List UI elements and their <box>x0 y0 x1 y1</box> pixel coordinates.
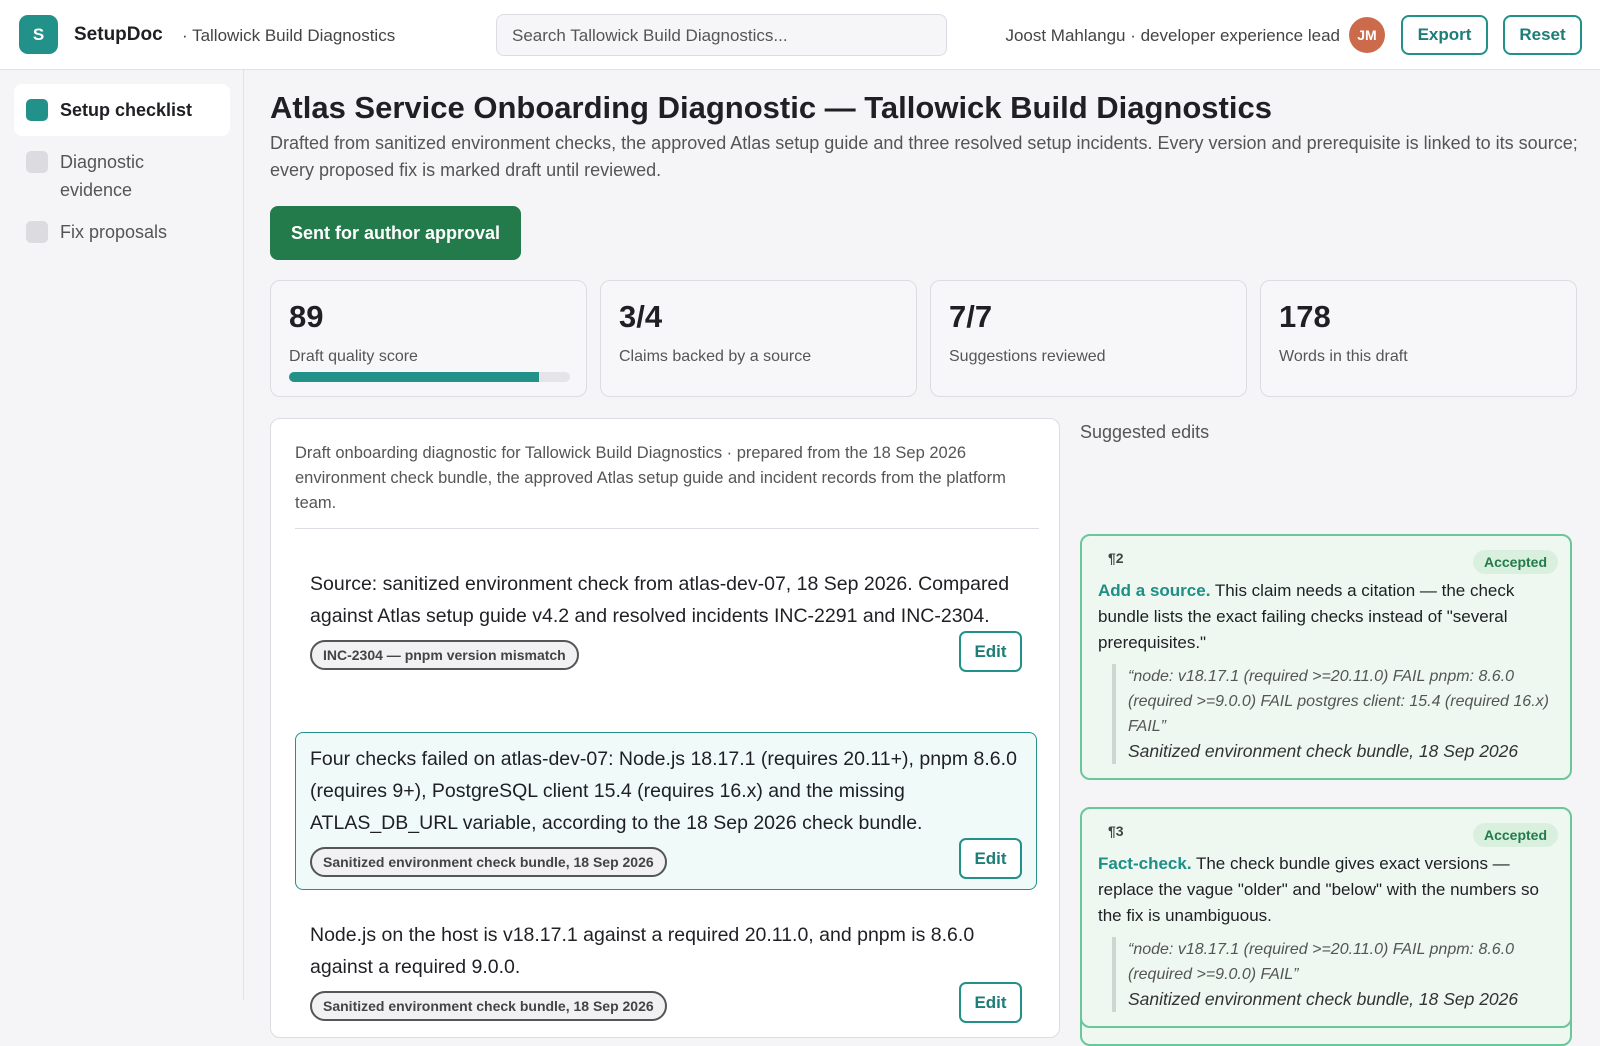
progress-fill <box>289 372 540 382</box>
quote-text: “node: v18.17.1 (required >=20.11.0) FAI… <box>1128 941 1515 983</box>
status-badge: Accepted <box>1472 550 1558 574</box>
export-button[interactable]: Export <box>1401 15 1488 55</box>
nav-item[interactable]: Diagnostic evidence <box>14 136 230 216</box>
suggestion-kind: Add a source. <box>1098 581 1211 600</box>
paragraph-ref: ¶3 <box>1108 823 1124 839</box>
sidebar: Setup checklist Diagnostic evidence Fix pr… <box>0 70 244 1000</box>
nav-label: Setup checklist <box>60 100 193 120</box>
search-input[interactable]: Search Tallowick Build Diagnostics... <box>496 14 947 56</box>
paragraph-text: Node.js on the host is v18.17.1 against … <box>310 924 975 978</box>
stat-label: Words in this draft <box>1279 348 1408 365</box>
nav-icon <box>26 221 48 243</box>
paragraph-text: Four checks failed on atlas-dev-07: Node… <box>310 748 1017 834</box>
app-name: SetupDoc <box>74 24 163 45</box>
stat-value: 7/7 <box>949 299 993 334</box>
edit-button[interactable]: Edit <box>959 982 1022 1023</box>
stat-card: 7/7 Suggestions reviewed <box>930 280 1247 397</box>
paragraph-ref: ¶2 <box>1108 550 1124 566</box>
page-title: Atlas Service Onboarding Diagnostic — Ta… <box>270 90 1272 125</box>
stat-label: Claims backed by a source <box>619 348 812 365</box>
nav-icon <box>26 99 48 121</box>
workspace: · Tallowick Build Diagnostics <box>182 26 396 45</box>
status-button[interactable]: Sent for author approval <box>270 206 522 260</box>
edit-button[interactable]: Edit <box>959 838 1022 879</box>
avatar[interactable]: JM <box>1349 17 1385 53</box>
quote-text: “node: v18.17.1 (required >=20.11.0) FAI… <box>1128 668 1549 735</box>
suggestions-heading: Suggested edits <box>1080 422 1210 442</box>
stat-value: 89 <box>289 299 324 334</box>
document-intro: Draft onboarding diagnostic for Tallowic… <box>295 441 1039 529</box>
status-badge: Accepted <box>1472 823 1558 847</box>
edit-button[interactable]: Edit <box>959 631 1022 672</box>
evidence-quote: “node: v18.17.1 (required >=20.11.0) FAI… <box>1112 937 1554 1012</box>
suggestion-text: This claim needs a citation — the check … <box>1098 581 1515 652</box>
source-tag[interactable]: Sanitized environment check bundle, 18 S… <box>310 847 667 877</box>
quote-source: Sanitized environment check bundle, 18 S… <box>1128 741 1519 761</box>
suggestion-body: Add a source. This claim needs a citatio… <box>1098 578 1554 656</box>
nav-item[interactable]: Fix proposals <box>14 206 230 258</box>
page-description: Drafted from sanitized environment check… <box>270 133 1578 180</box>
nav-item[interactable]: Setup checklist <box>14 84 230 136</box>
stat-card: 89 Draft quality score <box>270 280 587 397</box>
suggestion-card: ¶2 Accepted Add a source. This claim needs… <box>1080 534 1572 780</box>
suggestion-card: ¶3 Accepted Fact-check. The check bundle g… <box>1080 807 1572 1028</box>
stat-card: 3/4 Claims backed by a source <box>600 280 917 397</box>
nav-label: Fix proposals <box>60 222 168 242</box>
header: S SetupDoc · Tallowick Build Diagnostics… <box>0 0 1600 70</box>
stat-value: 3/4 <box>619 299 663 334</box>
paragraph: Node.js on the host is v18.17.1 against … <box>295 908 1037 1034</box>
suggestion-body: Fact-check. The check bundle gives exact… <box>1098 851 1554 929</box>
nav-icon <box>26 151 48 173</box>
paragraph-text: Source: sanitized environment check from… <box>310 573 1010 627</box>
reset-button[interactable]: Reset <box>1503 15 1582 55</box>
progress-track <box>289 372 570 382</box>
source-tag[interactable]: INC-2304 — pnpm version mismatch <box>310 640 579 670</box>
paragraph: Four checks failed on atlas-dev-07: Node… <box>295 732 1037 890</box>
suggestions: Suggested edits ¶2 Accepted Add a source. … <box>1080 418 1572 1046</box>
stat-card: 178 Words in this draft <box>1260 280 1577 397</box>
suggestion-text: The check bundle gives exact versions — … <box>1098 854 1539 925</box>
paragraph: Source: sanitized environment check from… <box>295 557 1037 683</box>
evidence-quote: “node: v18.17.1 (required >=20.11.0) FAI… <box>1112 664 1554 764</box>
user-name: Joost Mahlangu · developer experience le… <box>1005 26 1340 45</box>
stat-label: Draft quality score <box>289 348 418 365</box>
source-tag[interactable]: Sanitized environment check bundle, 18 S… <box>310 991 667 1021</box>
document: Draft onboarding diagnostic for Tallowic… <box>270 418 1060 1038</box>
stat-value: 178 <box>1279 299 1331 334</box>
suggestion-kind: Fact-check. <box>1098 854 1192 873</box>
stat-label: Suggestions reviewed <box>949 348 1106 365</box>
nav-label: Diagnostic evidence <box>60 152 145 200</box>
logo[interactable]: S <box>19 15 58 54</box>
